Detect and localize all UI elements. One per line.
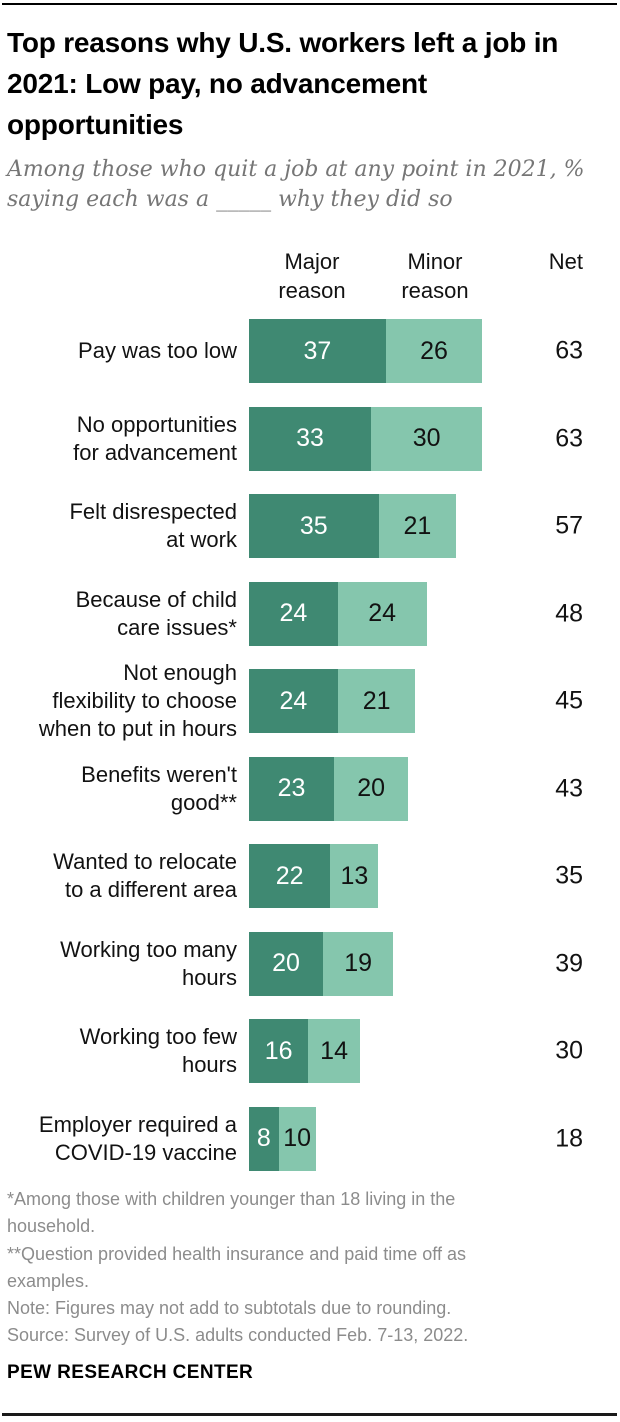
brand-pew-research-center: PEW RESEARCH CENTER bbox=[7, 1362, 254, 1383]
footnotes: *Among those with children younger than … bbox=[7, 1186, 613, 1350]
net-value: 45 bbox=[555, 686, 583, 715]
category-label: Because of child care issues* bbox=[75, 586, 237, 640]
category-label: Wanted to relocate to a different area bbox=[53, 849, 237, 902]
category-label: No opportunities for advancement bbox=[73, 411, 237, 465]
category-label: Felt disrespected at work bbox=[69, 499, 237, 552]
net-value: 48 bbox=[555, 599, 583, 627]
bar-segment-major: 8 bbox=[249, 1106, 279, 1171]
bar-segment-major: 20 bbox=[249, 931, 323, 996]
net-value: 63 bbox=[555, 336, 583, 365]
bar-segment-major: 23 bbox=[249, 756, 335, 821]
category-label: Working too many hours bbox=[60, 936, 237, 990]
column-header-net: Net bbox=[548, 249, 583, 274]
net-value: 39 bbox=[555, 949, 583, 977]
page-title: Top reasons why U.S. workers left a job … bbox=[7, 27, 559, 140]
bar-segment-major: 24 bbox=[249, 669, 338, 733]
net-value: 30 bbox=[555, 1036, 583, 1065]
net-value: 35 bbox=[555, 861, 583, 890]
page-subtitle: Among those who quit a job at any point … bbox=[7, 157, 585, 212]
category-label: Benefits weren't good** bbox=[81, 761, 237, 815]
column-header-minor-reason: Minor reason bbox=[401, 249, 469, 303]
category-label: Not enough flexibility to choose when to… bbox=[38, 660, 237, 741]
bar-segment-major: 22 bbox=[249, 844, 331, 908]
bar-segment-major: 35 bbox=[249, 494, 379, 558]
footnote-rounding: Note: Figures may not add to subtotals d… bbox=[7, 1298, 452, 1319]
bar-segment-minor: 30 bbox=[371, 406, 483, 471]
net-value: 18 bbox=[555, 1124, 583, 1152]
bar-segment-major: 24 bbox=[249, 581, 338, 646]
bar-segment-minor: 21 bbox=[337, 669, 416, 733]
net-value: 43 bbox=[555, 774, 583, 802]
category-label: Pay was too low bbox=[78, 338, 237, 363]
bar-segment-major: 16 bbox=[249, 1019, 309, 1083]
bar-segment-minor: 26 bbox=[385, 319, 483, 383]
bar-segment-minor: 24 bbox=[337, 581, 427, 646]
footnote-source: Source: Survey of U.S. adults conducted … bbox=[7, 1325, 469, 1346]
bar-segment-major: 37 bbox=[249, 319, 386, 383]
bar-segment-minor: 19 bbox=[323, 931, 394, 996]
bar-segment-major: 33 bbox=[249, 406, 372, 471]
net-value: 57 bbox=[555, 511, 583, 540]
footnote-childcare: *Among those with children younger than … bbox=[7, 1189, 456, 1237]
bar-segment-minor: 14 bbox=[308, 1019, 360, 1083]
bar-segment-minor: 10 bbox=[278, 1106, 316, 1171]
top-rule bbox=[2, 3, 617, 5]
category-label: Working too few hours bbox=[79, 1024, 237, 1077]
bar-segment-minor: 13 bbox=[330, 844, 379, 908]
bar-segment-minor: 21 bbox=[378, 494, 457, 558]
category-label: Employer required a COVID-19 vaccine bbox=[38, 1111, 237, 1165]
footnote-benefits: **Question provided health insurance and… bbox=[7, 1243, 466, 1291]
bottom-rule bbox=[2, 1413, 617, 1416]
bar-segment-minor: 20 bbox=[334, 756, 409, 821]
net-value: 63 bbox=[555, 424, 583, 452]
column-header-major-reason: Major reason bbox=[278, 249, 346, 303]
